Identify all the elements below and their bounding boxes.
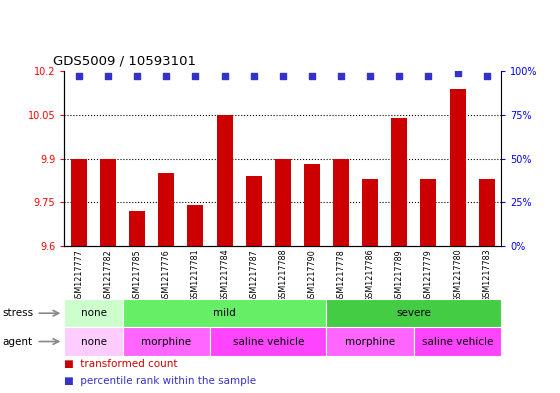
Point bbox=[307, 73, 316, 79]
Text: morphine: morphine bbox=[345, 336, 395, 347]
Bar bbox=[275, 158, 291, 246]
Bar bbox=[326, 327, 414, 356]
Bar bbox=[362, 179, 378, 246]
Bar bbox=[326, 299, 501, 327]
Bar bbox=[479, 179, 494, 246]
Text: none: none bbox=[81, 308, 106, 318]
Bar bbox=[100, 158, 116, 246]
Point bbox=[453, 70, 462, 76]
Text: mild: mild bbox=[213, 308, 236, 318]
Bar bbox=[246, 176, 262, 246]
Text: saline vehicle: saline vehicle bbox=[232, 336, 304, 347]
Point bbox=[424, 73, 433, 79]
Bar bbox=[129, 211, 145, 246]
Point bbox=[337, 73, 346, 79]
Bar bbox=[188, 205, 203, 246]
Bar bbox=[333, 158, 349, 246]
Text: saline vehicle: saline vehicle bbox=[422, 336, 493, 347]
Point bbox=[220, 73, 229, 79]
Point bbox=[191, 73, 200, 79]
Bar bbox=[64, 327, 123, 356]
Bar bbox=[158, 173, 174, 246]
Text: none: none bbox=[81, 336, 106, 347]
Point bbox=[482, 73, 491, 79]
Bar bbox=[210, 327, 326, 356]
Bar bbox=[71, 158, 87, 246]
Bar bbox=[450, 88, 465, 246]
Bar bbox=[123, 327, 210, 356]
Text: ■  percentile rank within the sample: ■ percentile rank within the sample bbox=[64, 376, 256, 386]
Bar bbox=[217, 115, 232, 246]
Bar bbox=[64, 299, 123, 327]
Bar bbox=[391, 118, 407, 246]
Point bbox=[74, 73, 83, 79]
Text: morphine: morphine bbox=[141, 336, 192, 347]
Point bbox=[162, 73, 171, 79]
Point bbox=[133, 73, 142, 79]
Point bbox=[395, 73, 404, 79]
Text: ■  transformed count: ■ transformed count bbox=[64, 359, 178, 369]
Point bbox=[278, 73, 287, 79]
Bar bbox=[421, 179, 436, 246]
Bar bbox=[123, 299, 326, 327]
Bar bbox=[304, 164, 320, 246]
Text: stress: stress bbox=[3, 308, 34, 318]
Point bbox=[104, 73, 113, 79]
Point bbox=[249, 73, 258, 79]
Text: GDS5009 / 10593101: GDS5009 / 10593101 bbox=[53, 54, 196, 67]
Bar bbox=[414, 327, 501, 356]
Point bbox=[366, 73, 375, 79]
Text: severe: severe bbox=[396, 308, 431, 318]
Text: agent: agent bbox=[3, 336, 33, 347]
